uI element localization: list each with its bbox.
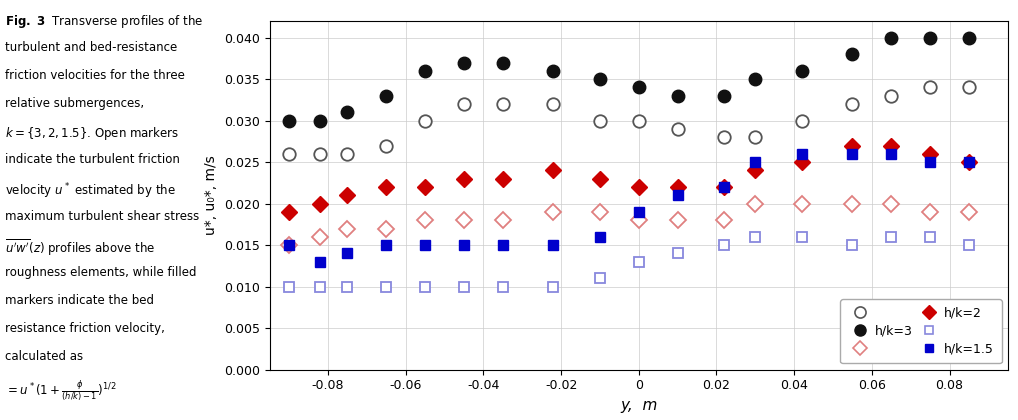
Text: $\overline{u'w'}(z)$ profiles above the: $\overline{u'w'}(z)$ profiles above the (5, 238, 156, 258)
Text: turbulent and bed-resistance: turbulent and bed-resistance (5, 41, 177, 54)
Text: roughness elements, while filled: roughness elements, while filled (5, 266, 196, 279)
Text: $\mathbf{Fig.\ 3}$  Transverse profiles of the: $\mathbf{Fig.\ 3}$ Transverse profiles o… (5, 13, 204, 29)
Text: $k = \{3, 2, 1.5\}$. Open markers: $k = \{3, 2, 1.5\}$. Open markers (5, 125, 179, 142)
Text: maximum turbulent shear stress: maximum turbulent shear stress (5, 210, 200, 223)
Text: markers indicate the bed: markers indicate the bed (5, 294, 154, 307)
Text: calculated as: calculated as (5, 350, 83, 363)
Text: resistance friction velocity,: resistance friction velocity, (5, 322, 165, 335)
Y-axis label: u*, u₀*, m/s: u*, u₀*, m/s (205, 155, 219, 235)
Text: indicate the turbulent friction: indicate the turbulent friction (5, 153, 180, 166)
Text: friction velocities for the three: friction velocities for the three (5, 69, 185, 82)
X-axis label: y,  m: y, m (620, 398, 658, 413)
Text: velocity $u^*$ estimated by the: velocity $u^*$ estimated by the (5, 181, 176, 201)
Text: $= u^*(1 + \frac{\phi}{(h/k)-1})^{1/2}$: $= u^*(1 + \frac{\phi}{(h/k)-1})^{1/2}$ (5, 378, 117, 404)
Legend:  , h/k=3,  , h/k=2,  , h/k=1.5: , h/k=3, , h/k=2, , h/k=1.5 (840, 299, 1002, 363)
Text: relative submergences,: relative submergences, (5, 97, 145, 110)
